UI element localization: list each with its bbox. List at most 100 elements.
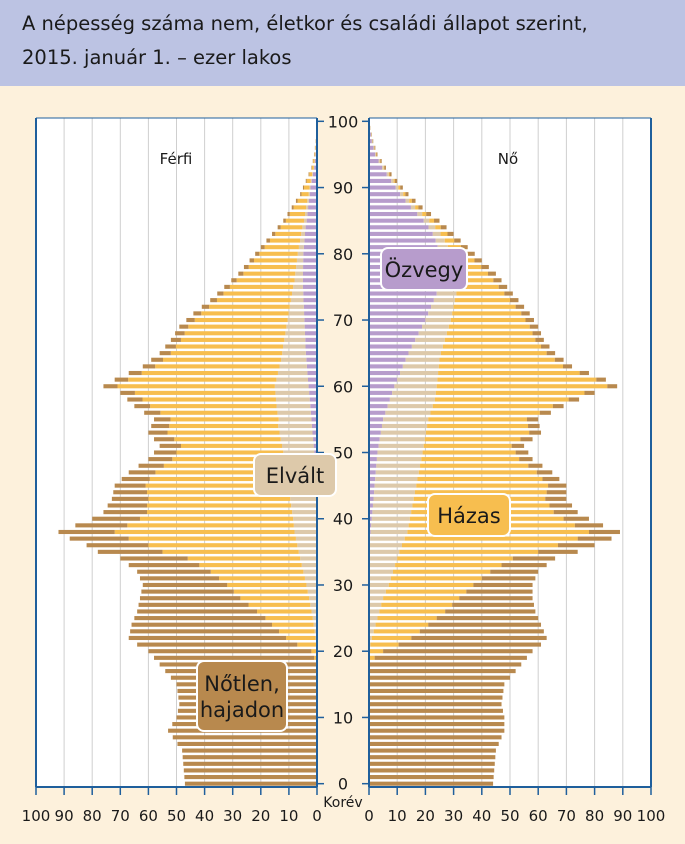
female-bar-married xyxy=(421,457,520,462)
female-bar-never-married xyxy=(529,430,542,435)
female-bar-never-married xyxy=(394,178,398,183)
female-bar-widowed xyxy=(369,483,375,488)
female-bar-never-married xyxy=(374,655,527,660)
female-bar-married xyxy=(456,264,482,270)
female-bar-divorced xyxy=(369,556,398,561)
female-bar-married xyxy=(398,185,401,190)
female-bar-widowed xyxy=(369,344,412,349)
male-bar-widowed xyxy=(308,377,317,382)
female-bar-married xyxy=(418,470,537,475)
male-bar-married xyxy=(229,284,294,289)
female-bar-never-married xyxy=(369,688,504,694)
male-bar-married xyxy=(223,291,292,296)
female-bar-never-married xyxy=(440,225,447,230)
male-bar-divorced xyxy=(300,238,305,243)
female-bar-never-married xyxy=(445,609,536,614)
male-bar-widowed xyxy=(302,278,317,283)
male-bar-married xyxy=(286,635,316,641)
category-label-text: Nőtlen, xyxy=(204,672,280,696)
female-bar-never-married xyxy=(607,384,618,389)
female-bar-never-married xyxy=(369,735,502,740)
female-bar-never-married xyxy=(398,642,542,647)
male-bar-married xyxy=(160,410,278,415)
male-bar-married xyxy=(259,251,298,256)
female-bar-divorced xyxy=(392,390,436,395)
male-bar-widowed xyxy=(312,430,317,435)
male-bar-married xyxy=(285,218,305,223)
female-bar-married xyxy=(452,311,522,316)
male-bar-never-married xyxy=(120,556,188,561)
male-bar-married xyxy=(297,198,308,203)
female-x-tick-label: 70 xyxy=(557,807,576,825)
female-bar-divorced xyxy=(373,145,375,150)
male-bar-divorced xyxy=(307,198,309,203)
female-bar-widowed xyxy=(369,165,383,170)
age-tick-label: 10 xyxy=(333,708,353,727)
female-bar-married xyxy=(399,549,539,554)
female-bar-married xyxy=(429,218,435,223)
male-bar-divorced xyxy=(283,450,315,455)
female-bar-married xyxy=(440,351,547,356)
male-bar-married xyxy=(248,602,311,607)
category-label-box xyxy=(196,660,288,732)
female-bar-never-married xyxy=(473,582,533,588)
female-bar-never-married xyxy=(535,337,544,342)
female-bar-widowed xyxy=(369,185,396,190)
female-bar-never-married xyxy=(528,423,540,429)
male-bar-married xyxy=(233,589,308,594)
female-bar-never-married xyxy=(369,741,499,746)
male-bar-never-married xyxy=(138,602,249,607)
male-bar-widowed xyxy=(305,351,317,356)
male-bar-never-married xyxy=(113,490,147,495)
male-bar-married xyxy=(172,457,285,462)
female-bar-married xyxy=(457,278,494,283)
male-bar-never-married xyxy=(165,344,176,349)
female-bar-married xyxy=(425,430,530,435)
male-bar-widowed xyxy=(303,251,317,256)
male-bar-widowed xyxy=(305,344,317,349)
male-bar-divorced xyxy=(311,609,317,614)
female-bar-divorced xyxy=(376,457,422,462)
male-bar-never-married xyxy=(170,337,181,342)
male-bar-married xyxy=(167,430,280,435)
female-bar-widowed xyxy=(369,523,372,528)
female-bar-widowed xyxy=(369,384,395,389)
male-bar-divorced xyxy=(312,616,317,621)
male-bar-married xyxy=(272,622,314,627)
female-bar-widowed xyxy=(369,510,373,515)
age-tick-label: 80 xyxy=(333,245,353,264)
female-bar-widowed xyxy=(369,470,376,475)
female-bar-never-married xyxy=(369,722,505,727)
female-bar-divorced xyxy=(417,211,423,217)
female-bar-married xyxy=(383,165,385,170)
male-bar-never-married xyxy=(183,761,317,766)
male-bar-divorced xyxy=(306,205,309,210)
female-bar-never-married xyxy=(369,728,505,733)
female-bar-divorced xyxy=(378,443,424,448)
male-bar-divorced xyxy=(293,523,317,528)
male-bar-married xyxy=(128,536,296,541)
female-bar-widowed xyxy=(369,390,393,395)
female-bar-widowed xyxy=(369,324,423,329)
male-bar-widowed xyxy=(303,304,317,309)
female-bar-widowed xyxy=(369,139,372,144)
female-bar-never-married xyxy=(529,324,539,329)
male-bar-married xyxy=(149,476,288,482)
female-bar-married xyxy=(444,337,536,342)
female-bar-widowed xyxy=(369,311,429,316)
female-bar-widowed xyxy=(369,159,379,164)
female-bar-never-married xyxy=(428,622,542,627)
male-bar-married xyxy=(163,357,282,362)
female-bar-divorced xyxy=(369,582,389,588)
female-bar-married xyxy=(450,317,526,323)
male-bar-widowed xyxy=(307,370,317,376)
male-bar-never-married xyxy=(224,284,230,289)
female-bar-married xyxy=(438,364,564,369)
female-x-tick-label: 60 xyxy=(529,807,548,825)
female-bar-widowed xyxy=(369,218,424,223)
male-bar-never-married xyxy=(128,563,200,568)
age-tick-label: 40 xyxy=(333,510,353,529)
male-bar-never-married xyxy=(130,629,280,634)
male-bar-divorced xyxy=(313,165,315,170)
female-bar-widowed xyxy=(369,463,377,468)
